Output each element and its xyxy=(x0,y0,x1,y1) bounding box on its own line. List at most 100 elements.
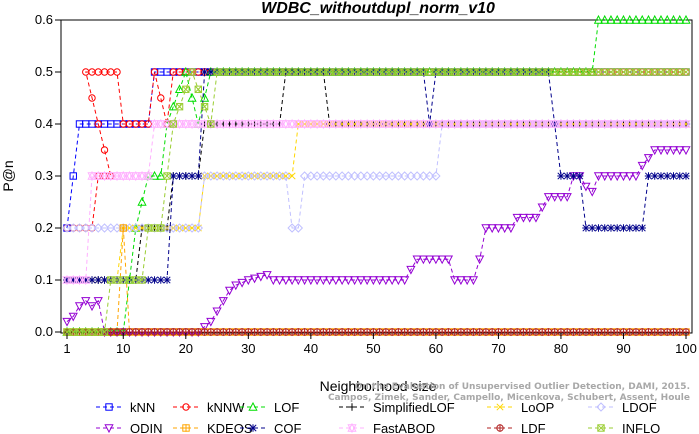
data-point-fastabod xyxy=(656,118,666,130)
data-point-odin xyxy=(374,276,385,286)
data-point-fastabod xyxy=(450,118,460,130)
data-point-odin xyxy=(581,182,591,192)
data-point-odin xyxy=(681,146,691,156)
data-point-inflo xyxy=(569,68,578,76)
plot-area xyxy=(60,14,693,338)
data-point-lof xyxy=(606,14,616,24)
data-point-inflo xyxy=(251,68,259,76)
data-point-inflo xyxy=(194,85,203,94)
data-point-inflo xyxy=(207,120,215,128)
data-point-inflo xyxy=(394,68,402,76)
legend-marker xyxy=(348,403,356,411)
data-point-ldof xyxy=(62,223,72,233)
data-point-odin xyxy=(493,224,504,234)
data-point-fastabod xyxy=(418,120,429,130)
data-point-ldf xyxy=(400,328,409,336)
data-point-ldof xyxy=(374,171,385,181)
data-point-odin xyxy=(312,276,322,286)
data-point-odin xyxy=(274,276,285,286)
credit-line: Campos, Zimek, Sander, Campello, Micenko… xyxy=(328,393,690,403)
data-point-fastabod xyxy=(381,120,391,130)
legend-item-lof: LOF xyxy=(240,400,299,415)
data-point-odin xyxy=(299,276,310,286)
data-point-inflo xyxy=(169,120,177,128)
data-point-cof xyxy=(100,276,109,284)
data-point-odin xyxy=(324,276,335,286)
data-point-ldof xyxy=(356,171,366,181)
series-line-knn xyxy=(66,71,686,229)
data-point-ldof xyxy=(368,171,379,181)
data-point-fastabod xyxy=(675,118,685,130)
data-point-inflo xyxy=(150,224,159,232)
data-point-knn xyxy=(69,172,77,180)
data-point-ldof xyxy=(81,223,91,233)
data-point-fastabod xyxy=(631,118,641,130)
data-point-cof xyxy=(88,276,96,284)
data-point-ldof xyxy=(349,171,360,181)
data-point-loop xyxy=(288,172,296,180)
legend-marker xyxy=(182,403,190,411)
data-point-inflo xyxy=(326,68,334,76)
data-point-fastabod xyxy=(156,118,166,130)
data-point-ldof xyxy=(131,223,141,233)
data-point-ldf xyxy=(157,328,165,336)
x-tick-label: 1 xyxy=(63,341,70,356)
data-point-inflo xyxy=(382,68,390,76)
data-point-inflo xyxy=(82,328,90,336)
data-point-odin xyxy=(450,276,460,286)
legend-item-inflo: INFLO xyxy=(588,421,660,434)
data-point-lof xyxy=(625,14,635,24)
data-point-cof xyxy=(157,276,165,284)
data-point-odin xyxy=(387,276,397,286)
data-point-fastabod xyxy=(274,118,285,130)
data-point-odin xyxy=(93,297,103,306)
data-point-ldof xyxy=(231,171,241,181)
data-point-lof xyxy=(612,14,622,24)
data-point-inflo xyxy=(100,328,109,336)
data-point-inflo xyxy=(626,68,634,76)
data-point-loop xyxy=(344,120,352,128)
data-point-inflo xyxy=(69,328,77,336)
data-point-odin xyxy=(625,172,635,182)
data-point-odin xyxy=(625,172,635,182)
data-point-ldof xyxy=(412,171,422,181)
legend-item-ldf: LDF xyxy=(487,421,546,434)
data-point-loop xyxy=(394,120,402,128)
data-point-cof xyxy=(69,276,77,284)
data-point-ldof xyxy=(299,171,310,181)
data-point-fastabod xyxy=(293,118,303,130)
data-point-ldof xyxy=(106,223,116,233)
data-point-ldf xyxy=(488,328,496,336)
data-point-fastabod xyxy=(331,120,341,130)
data-point-ldof xyxy=(212,171,222,181)
data-point-odin xyxy=(412,255,422,265)
data-point-cof xyxy=(75,276,84,284)
data-point-inflo xyxy=(313,68,321,76)
data-point-fastabod xyxy=(643,120,654,130)
series-line-inflo xyxy=(67,70,686,333)
legend-marker xyxy=(248,401,258,411)
data-point-ldf xyxy=(394,328,403,336)
data-point-loop xyxy=(338,120,346,128)
data-point-odin xyxy=(612,172,622,182)
data-point-fastabod xyxy=(637,118,647,130)
data-point-ldf xyxy=(550,328,559,336)
data-point-cof xyxy=(644,172,653,180)
data-point-cof xyxy=(619,224,628,232)
legend-marker xyxy=(105,403,113,411)
data-point-fastabod xyxy=(187,120,197,130)
data-point-ldof xyxy=(193,223,204,233)
data-point-cof xyxy=(157,276,165,284)
data-point-fastabod xyxy=(662,120,672,130)
data-point-odin xyxy=(93,297,103,306)
data-point-odin xyxy=(381,276,391,286)
data-point-fastabod xyxy=(556,120,566,130)
data-point-inflo xyxy=(157,224,165,232)
data-point-odin xyxy=(274,276,285,286)
data-point-ldf xyxy=(175,328,184,336)
data-point-fastabod xyxy=(506,120,516,130)
data-point-ldof xyxy=(343,171,354,181)
data-point-ldof xyxy=(424,171,435,181)
data-point-ldf xyxy=(563,328,571,336)
